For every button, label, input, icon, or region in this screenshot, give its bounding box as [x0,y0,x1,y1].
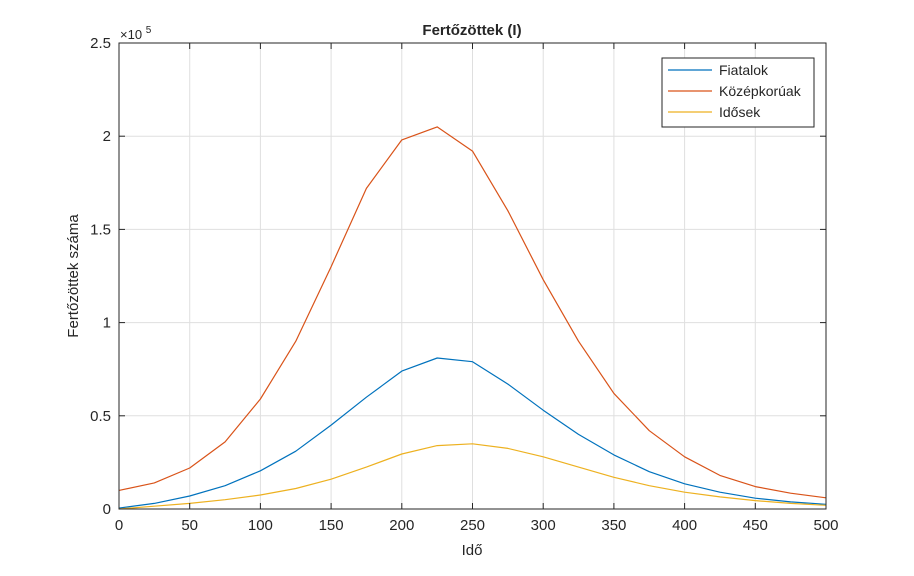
x-tick-label: 450 [743,517,768,534]
x-tick-label: 500 [813,517,838,534]
x-axis-label: Idő [462,542,483,559]
y-axis-label: Fertőzöttek száma [65,214,82,338]
legend-label: Középkorúak [719,83,802,99]
y-tick-label: 2 [103,128,111,145]
y-tick-label: 0 [103,501,111,518]
x-tick-label: 250 [460,517,485,534]
x-tick-label: 200 [389,517,414,534]
x-tick-label: 100 [248,517,273,534]
series-line-3 [118,443,827,510]
legend-label: Idősek [719,104,761,120]
y-tick-label: 2.5 [90,35,111,52]
x-tick-label: 0 [115,517,123,534]
y-tick-label: 0.5 [90,408,111,425]
exponent-base: ×10 [120,27,142,42]
y-tick-label: 1.5 [90,221,111,238]
x-tick-label: 150 [319,517,344,534]
grid-lines [119,43,826,509]
series-line-2 [118,126,827,499]
x-tick-label: 400 [672,517,697,534]
chart-title: Fertőzöttek (I) [422,22,521,39]
x-tick-label: 350 [601,517,626,534]
series-layer [118,126,827,510]
y-tick-label: 1 [103,315,111,332]
axis-ticks: 0 50 100 150 200 250 300 350 400 450 500 0 0.5 1 1.5 2 2… [90,35,838,534]
legend: Fiatalok Középkorúak Idősek [661,57,815,128]
series-line-1 [118,357,827,509]
y-axis-exponent: ×10 5 [120,25,152,42]
legend-label: Fiatalok [719,62,769,78]
x-tick-label: 300 [531,517,556,534]
x-tick-label: 50 [181,517,198,534]
exponent-power: 5 [146,25,152,36]
